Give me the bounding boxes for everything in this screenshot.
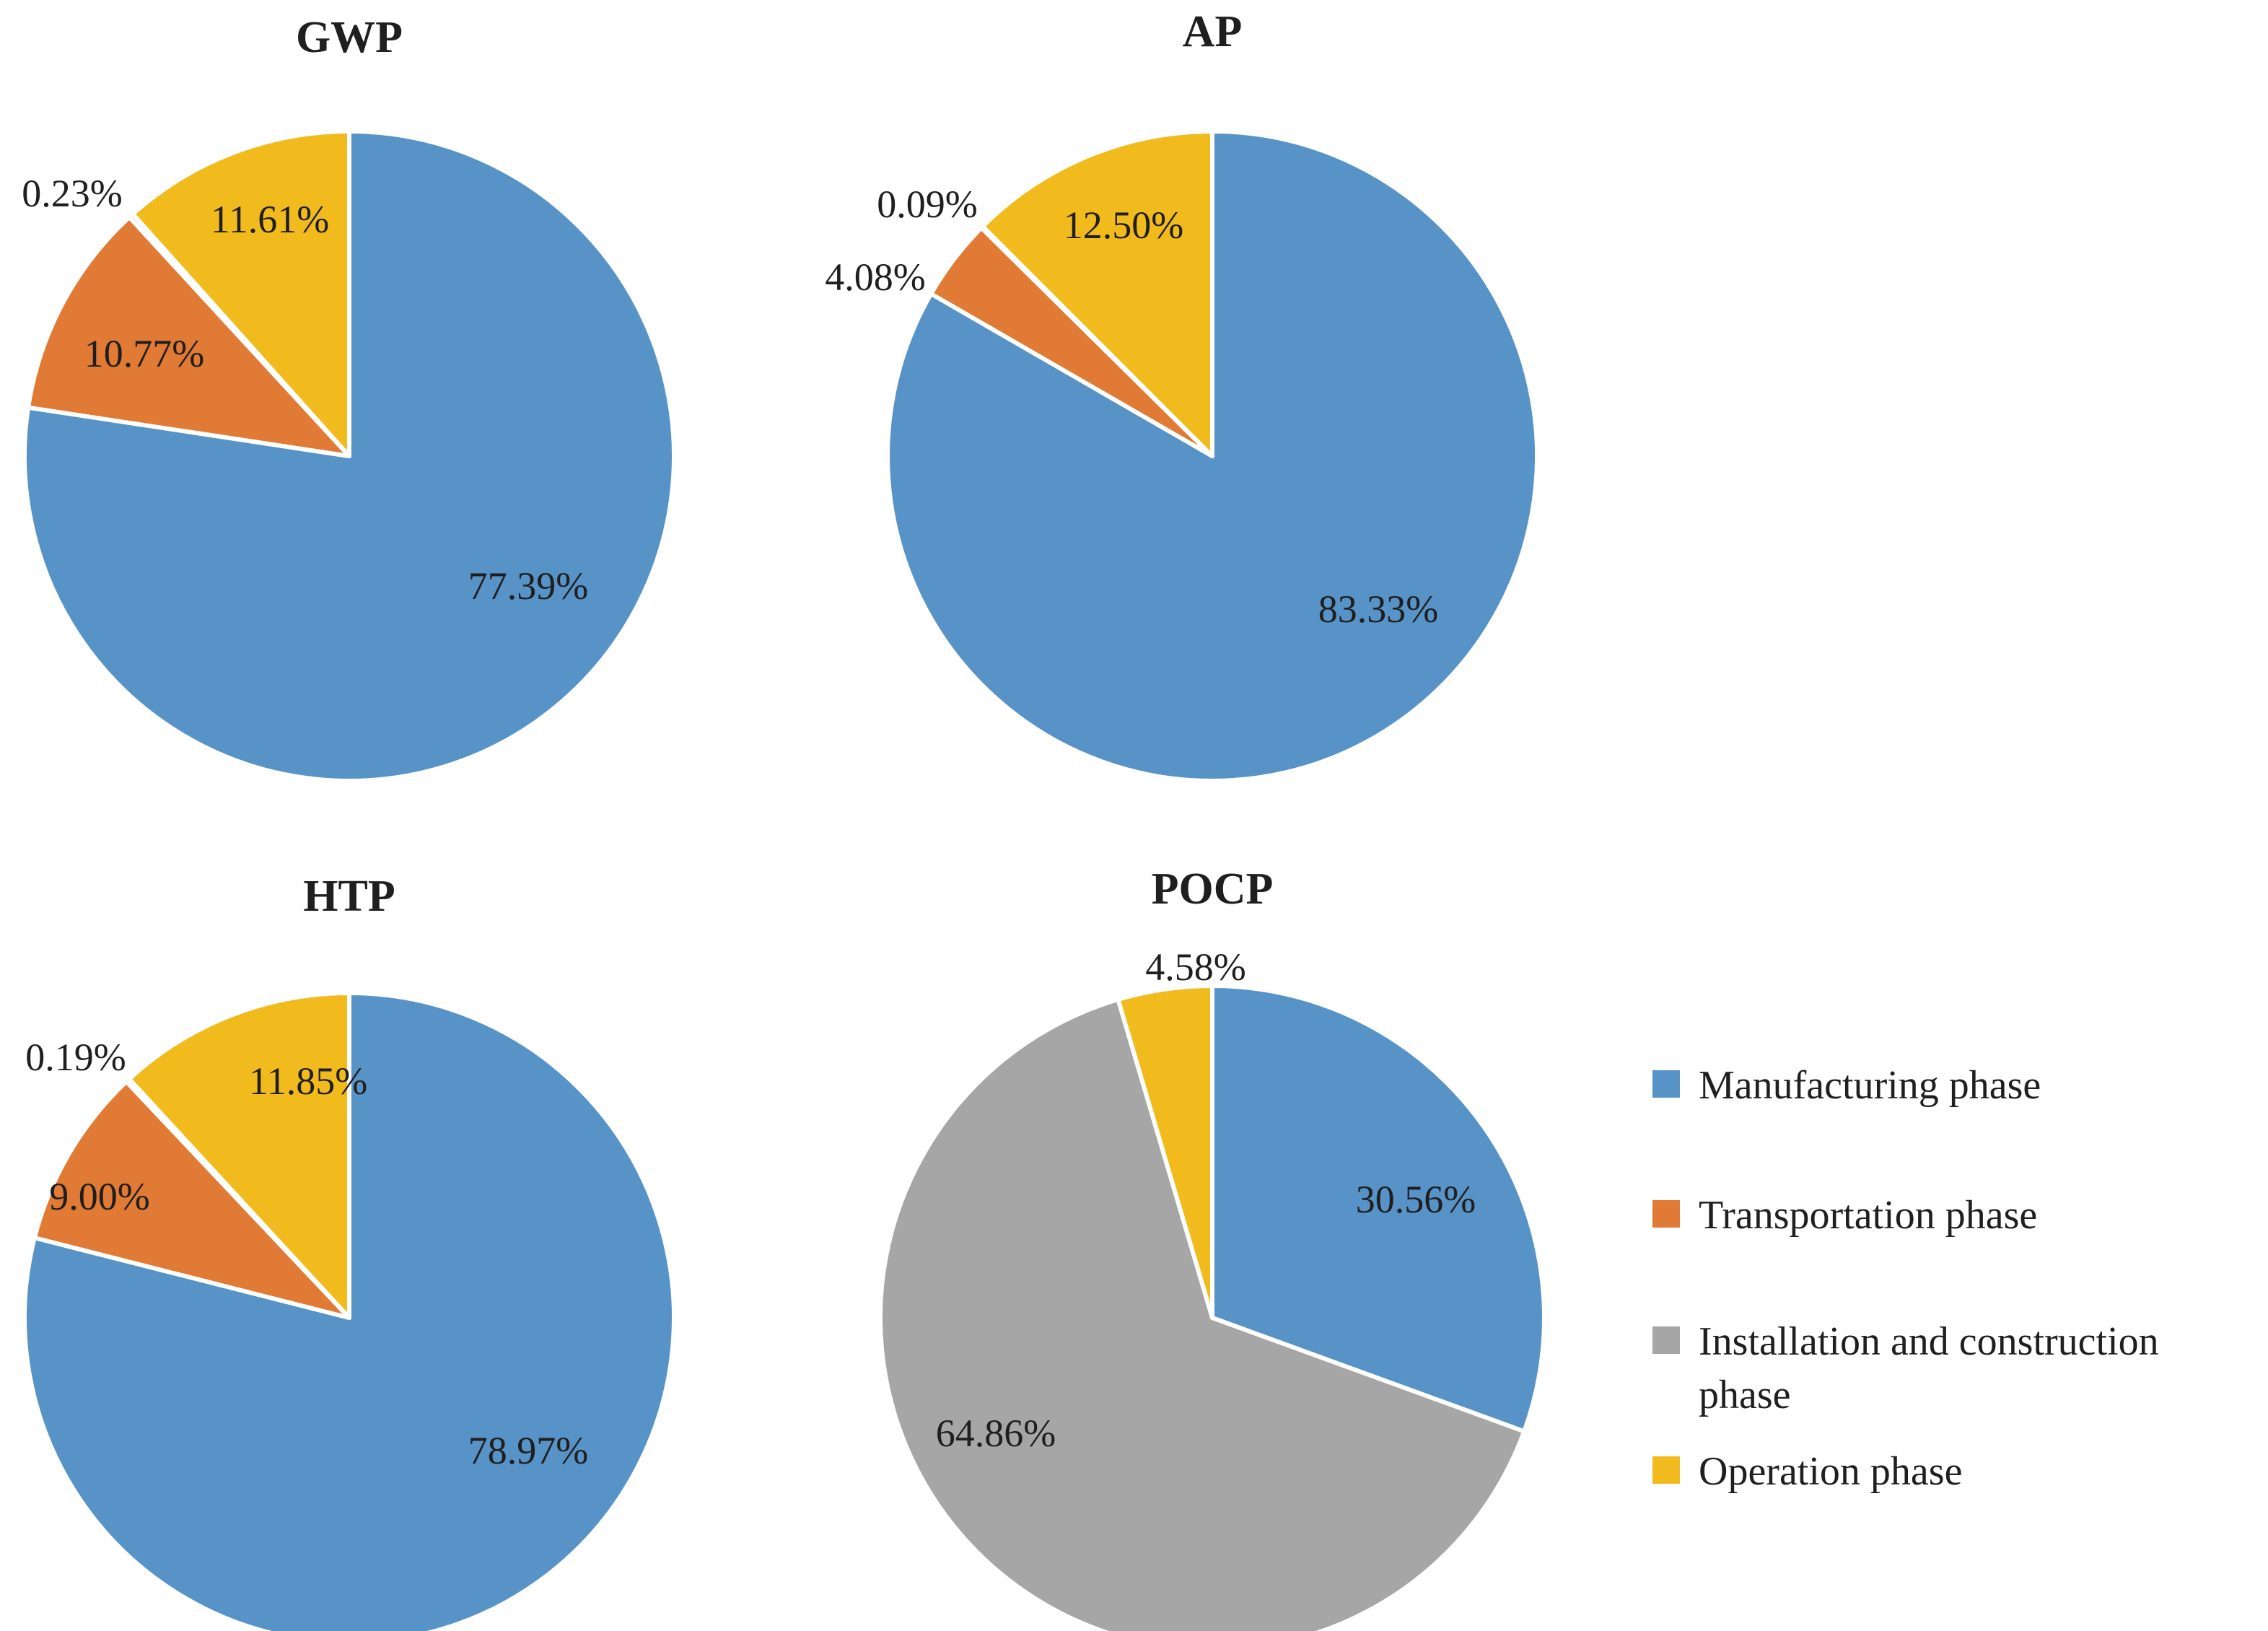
data-label-gwp-operation-phase: 11.61%: [211, 198, 329, 241]
pie-ap: AP 83.33% 4.08% 0.09% 12.50%: [825, 7, 1539, 783]
legend-swatch-installation: [1652, 1326, 1680, 1354]
pie-pocp: POCP 30.56% 64.86% 4.58%: [877, 865, 1546, 1631]
legend-swatch-operation: [1652, 1456, 1680, 1484]
legend-swatch-transportation: [1652, 1200, 1680, 1228]
pie-slice-htp-transportation-phase: [32, 1079, 351, 1320]
legend-label-operation: Operation phase: [1699, 1449, 1962, 1494]
data-label-pocp-manufacturing-phase: 30.56%: [1356, 1178, 1476, 1221]
pie-slice-pocp-manufacturing-phase: [1210, 984, 1546, 1434]
data-label-ap-transportation-phase: 4.08%: [825, 255, 925, 299]
pie-slice-pocp-operation-phase: [1116, 984, 1214, 1320]
data-label-htp-transportation-phase: 9.00%: [49, 1175, 149, 1218]
data-label-htp-manufacturing-phase: 78.97%: [468, 1429, 588, 1472]
data-label-gwp-installation-and-construction-phase: 0.23%: [22, 172, 122, 215]
pie-slice-gwp-transportation-phase: [26, 214, 351, 458]
legend-label-transportation: Transportation phase: [1699, 1193, 2037, 1238]
data-label-ap-operation-phase: 12.50%: [1064, 204, 1183, 247]
data-label-ap-installation-and-construction-phase: 0.09%: [877, 183, 977, 226]
data-label-htp-operation-phase: 11.85%: [249, 1059, 367, 1103]
legend: Manufacturing phase Transportation phase…: [1652, 1063, 2159, 1494]
data-label-gwp-transportation-phase: 10.77%: [84, 332, 204, 375]
pie-gwp: GWP 77.39% 10.77% 0.23% 11.61%: [22, 13, 676, 783]
data-label-pocp-installation-and-construction-phase: 64.86%: [936, 1412, 1056, 1455]
data-label-gwp-manufacturing-phase: 77.39%: [468, 564, 588, 608]
data-label-htp-installation-and-construction-phase: 0.19%: [25, 1036, 126, 1079]
data-label-pocp-operation-phase: 4.58%: [1145, 945, 1245, 989]
legend-label-installation: Installation and construction phase: [1699, 1319, 2159, 1417]
pie-slice-htp-operation-phase: [127, 991, 351, 1320]
legend-swatch-manufacturing: [1652, 1070, 1680, 1098]
data-label-ap-manufacturing-phase: 83.33%: [1318, 587, 1438, 631]
pie-htp: HTP 78.97% 9.00% 0.19% 11.85%: [22, 872, 676, 1631]
chart-title-gwp: GWP: [296, 13, 403, 62]
pie-charts: GWP 77.39% 10.77% 0.23% 11.61% AP 83.33% 4.08% 0…: [22, 7, 1546, 1631]
pie-slice-ap-operation-phase: [980, 129, 1214, 458]
legend-label-manufacturing: Manufacturing phase: [1699, 1063, 2041, 1108]
chart-title-htp: HTP: [303, 872, 395, 921]
pie-slice-gwp-operation-phase: [131, 129, 351, 458]
pie-slice-pocp-installation-and-construction-phase: [877, 997, 1527, 1631]
chart-title-ap: AP: [1183, 7, 1243, 56]
chart-title-pocp: POCP: [1152, 865, 1274, 914]
